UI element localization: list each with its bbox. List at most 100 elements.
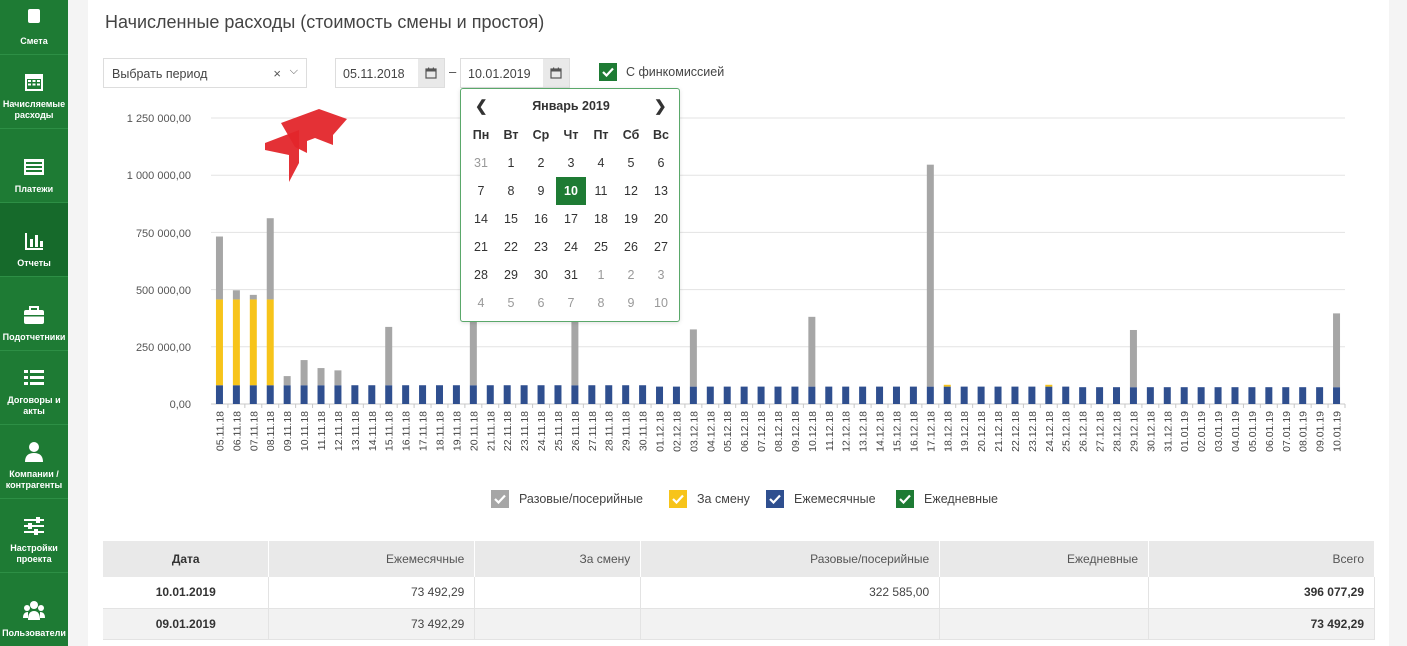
calendar-day[interactable]: 19 (624, 212, 638, 226)
bar-segment[interactable] (926, 164, 934, 387)
clear-icon[interactable]: × (273, 66, 281, 81)
sidebar-item-companies[interactable]: Компании / контрагенты (0, 425, 68, 499)
bar-segment[interactable] (605, 385, 613, 404)
bar-segment[interactable] (1248, 387, 1256, 404)
legend-item-daily[interactable]: Ежедневные (896, 490, 998, 508)
column-header-total[interactable]: Всего (1148, 541, 1375, 577)
bar-segment[interactable] (808, 316, 816, 387)
calendar-icon[interactable] (418, 59, 444, 87)
bar-segment[interactable] (588, 385, 596, 404)
calendar-day[interactable]: 2 (627, 268, 635, 282)
bar-segment[interactable] (1282, 387, 1290, 404)
bar-segment[interactable] (808, 386, 816, 404)
sidebar-item-accountable[interactable]: Подотчетники (0, 277, 68, 351)
calendar-day[interactable]: 3 (657, 268, 665, 282)
bar-segment[interactable] (537, 385, 545, 404)
legend-item-monthly[interactable]: Ежемесячные (766, 490, 876, 508)
legend-item-per-shift[interactable]: За смену (669, 490, 750, 508)
calendar-day[interactable]: 16 (534, 212, 548, 226)
calendar-day[interactable]: 7 (567, 296, 575, 310)
bar-segment[interactable] (1333, 313, 1341, 388)
chevron-down-icon[interactable]: ⌵ (289, 65, 298, 77)
bar-segment[interactable] (334, 385, 342, 404)
bar-segment[interactable] (876, 386, 884, 404)
bar-segment[interactable] (1316, 387, 1324, 404)
calendar-day[interactable]: 31 (564, 268, 578, 282)
bar-segment[interactable] (943, 386, 951, 404)
chevron-right-icon[interactable]: ❯ (654, 98, 667, 115)
calendar-day[interactable]: 31 (474, 156, 488, 170)
bar-segment[interactable] (249, 299, 257, 386)
bar-segment[interactable] (1096, 387, 1104, 404)
bar-segment[interactable] (859, 386, 867, 404)
bar-segment[interactable] (283, 385, 291, 404)
bar-segment[interactable] (1129, 387, 1137, 404)
bar-segment[interactable] (232, 385, 240, 404)
calendar-day[interactable]: 20 (654, 212, 668, 226)
bar-segment[interactable] (571, 318, 579, 386)
calendar-icon[interactable] (543, 59, 569, 87)
bar-segment[interactable] (317, 385, 325, 404)
bar-segment[interactable] (469, 314, 477, 386)
bar-segment[interactable] (723, 386, 731, 404)
bar-segment[interactable] (1011, 386, 1019, 404)
calendar-day[interactable]: 4 (597, 156, 605, 170)
column-header-monthly[interactable]: Ежемесячные (268, 541, 476, 577)
calendar-day[interactable]: 18 (594, 212, 608, 226)
bar-segment[interactable] (385, 385, 393, 404)
calendar-day[interactable]: 12 (624, 184, 638, 198)
calendar-day[interactable]: 30 (534, 268, 548, 282)
calendar-day[interactable]: 26 (624, 240, 638, 254)
sidebar-item-contracts[interactable]: Договоры и акты (0, 351, 68, 425)
bar-segment[interactable] (249, 294, 257, 300)
calendar-day[interactable]: 8 (507, 184, 515, 198)
check-icon[interactable] (491, 490, 509, 508)
bar-segment[interactable] (892, 386, 900, 404)
bar-segment[interactable] (825, 386, 833, 404)
bar-segment[interactable] (689, 386, 697, 404)
column-header-one-time[interactable]: Разовые/посерийные (640, 541, 941, 577)
bar-segment[interactable] (639, 385, 647, 404)
check-icon[interactable] (896, 490, 914, 508)
bar-segment[interactable] (435, 385, 443, 404)
bar-segment[interactable] (249, 385, 257, 404)
calendar-day[interactable]: 5 (627, 156, 635, 170)
calendar-day[interactable]: 7 (477, 184, 485, 198)
calendar-day[interactable]: 10 (654, 296, 668, 310)
calendar-day[interactable]: 6 (537, 296, 545, 310)
bar-segment[interactable] (656, 386, 664, 404)
calendar-day[interactable]: 4 (477, 296, 485, 310)
bar-segment[interactable] (554, 385, 562, 404)
bar-segment[interactable] (266, 385, 274, 404)
legend-item-one-time[interactable]: Разовые/посерийные (491, 490, 643, 508)
calendar-day[interactable]: 28 (474, 268, 488, 282)
column-header-date[interactable]: Дата (103, 541, 270, 577)
bar-segment[interactable] (774, 386, 782, 404)
bar-segment[interactable] (503, 385, 511, 404)
bar-segment[interactable] (1197, 387, 1205, 404)
sidebar-item-users[interactable]: Пользователи (0, 573, 68, 646)
bar-segment[interactable] (334, 370, 342, 386)
bar-segment[interactable] (1045, 384, 1053, 387)
bar-segment[interactable] (791, 386, 799, 404)
calendar-day[interactable]: 29 (504, 268, 518, 282)
bar-segment[interactable] (994, 386, 1002, 404)
date-to-input[interactable]: 10.01.2019 (460, 58, 570, 88)
calendar-day[interactable]: 24 (564, 240, 578, 254)
bar-segment[interactable] (1045, 386, 1053, 404)
bar-segment[interactable] (926, 386, 934, 404)
calendar-day[interactable]: 3 (567, 156, 575, 170)
sidebar-item-reports[interactable]: Отчеты (0, 203, 68, 277)
bar-segment[interactable] (943, 384, 951, 387)
bar-segment[interactable] (266, 218, 274, 300)
bar-segment[interactable] (232, 290, 240, 300)
bar-segment[interactable] (842, 386, 850, 404)
bar-segment[interactable] (469, 385, 477, 404)
calendar-day[interactable]: 5 (507, 296, 515, 310)
bar-segment[interactable] (740, 386, 748, 404)
column-header-per-shift[interactable]: За смену (474, 541, 642, 577)
bar-segment[interactable] (317, 368, 325, 386)
calendar-day[interactable]: 27 (654, 240, 668, 254)
bar-segment[interactable] (1062, 386, 1070, 404)
check-icon[interactable] (669, 490, 687, 508)
